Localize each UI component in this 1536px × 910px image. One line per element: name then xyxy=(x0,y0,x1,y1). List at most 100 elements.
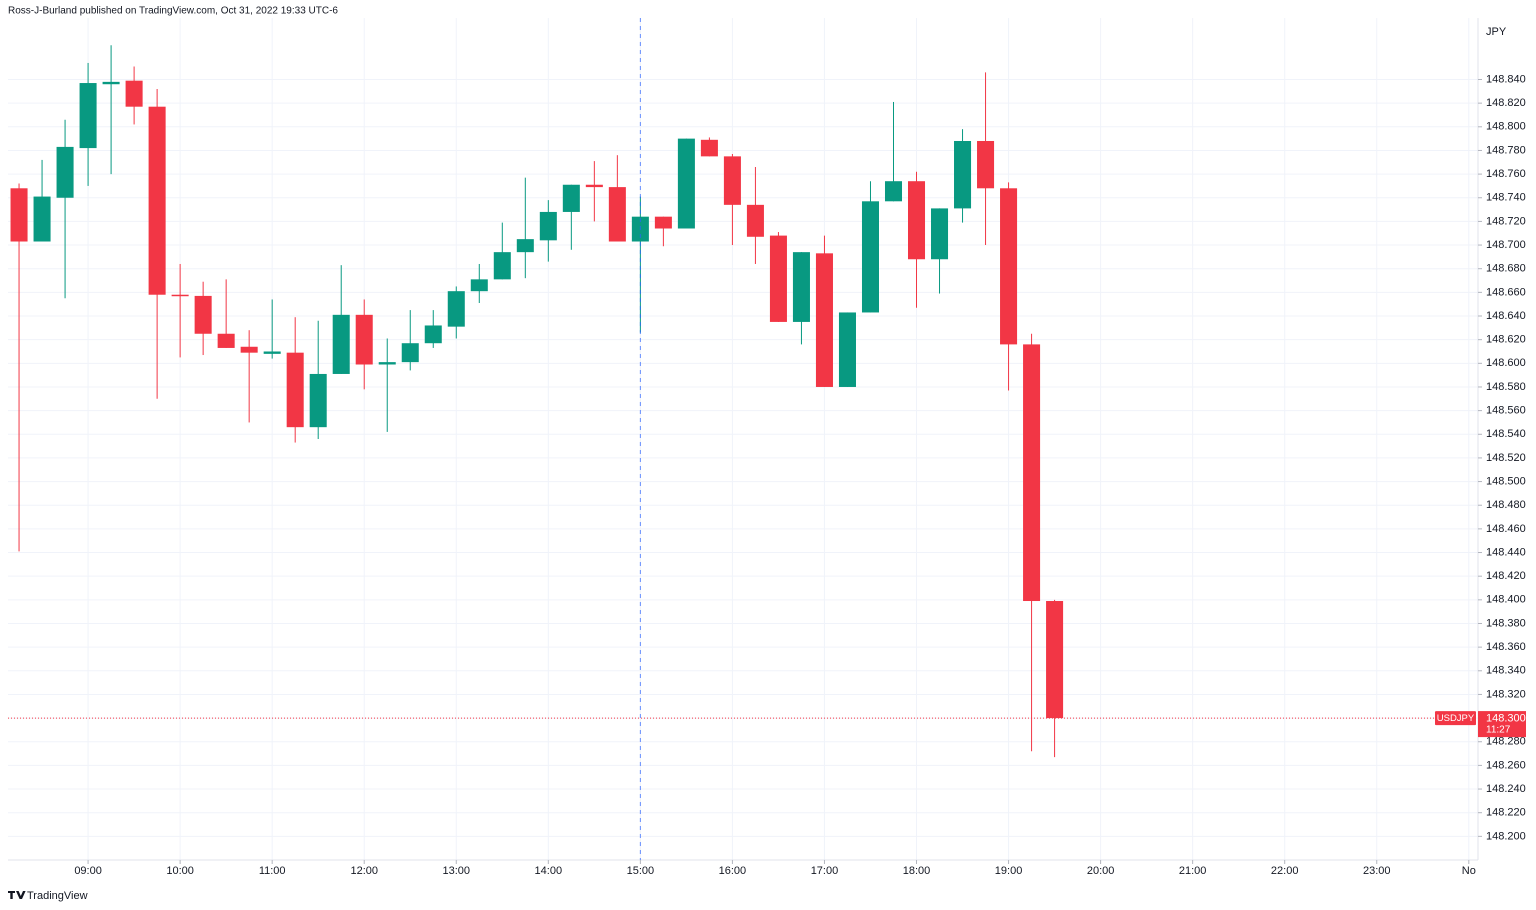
y-tick-label: 148.840 xyxy=(1486,73,1526,85)
x-tick-label: 12:00 xyxy=(350,865,378,877)
candle-body xyxy=(1000,188,1018,345)
y-tick-label: 148.780 xyxy=(1486,144,1526,156)
candle-body xyxy=(608,187,626,242)
candle-body xyxy=(884,181,903,202)
price-tag-bg xyxy=(1478,711,1526,738)
candle-body xyxy=(1023,344,1041,602)
candle-body xyxy=(263,351,281,354)
publisher-header: Ross-J-Burland published on TradingView.… xyxy=(8,6,338,17)
candle-body xyxy=(447,291,465,327)
candle-body xyxy=(10,188,28,242)
currency-label: JPY xyxy=(1486,26,1507,38)
x-tick-label: 21:00 xyxy=(1179,865,1207,877)
y-tick-label: 148.600 xyxy=(1486,357,1526,369)
x-tick-label: 22:00 xyxy=(1271,865,1299,877)
candle-body xyxy=(102,81,120,85)
candle-body xyxy=(125,80,143,107)
candle-body xyxy=(148,106,166,295)
symbol-tag-bg xyxy=(1435,711,1476,726)
candle-body xyxy=(240,346,258,353)
y-tick-label: 148.320 xyxy=(1486,688,1526,700)
candle-body xyxy=(769,235,787,322)
y-tick-label: 148.440 xyxy=(1486,546,1526,558)
candle-body xyxy=(539,211,557,241)
candle-body xyxy=(838,312,856,387)
candle-body xyxy=(585,184,603,188)
candle-body xyxy=(309,373,327,428)
candle-body xyxy=(861,201,880,313)
candle-body xyxy=(1046,601,1064,719)
y-tick-label: 148.720 xyxy=(1486,215,1526,227)
candle-body xyxy=(815,253,833,387)
y-tick-label: 148.240 xyxy=(1486,783,1526,795)
candle-body xyxy=(217,333,235,348)
footer-brand: TradingView xyxy=(27,890,88,902)
x-tick-label: 23:00 xyxy=(1363,865,1391,877)
x-tick-label: 19:00 xyxy=(995,865,1023,877)
candle-body xyxy=(654,216,672,229)
symbol-tag: USDJPY xyxy=(1437,713,1475,724)
y-tick-label: 148.800 xyxy=(1486,121,1526,133)
x-tick-label: No xyxy=(1462,865,1476,877)
y-tick-label: 148.480 xyxy=(1486,499,1526,511)
candle-body xyxy=(79,83,97,149)
y-tick-label: 148.260 xyxy=(1486,759,1526,771)
y-tick-label: 148.580 xyxy=(1486,381,1526,393)
y-tick-label: 148.400 xyxy=(1486,594,1526,606)
y-tick-label: 148.220 xyxy=(1486,807,1526,819)
y-tick-label: 148.420 xyxy=(1486,570,1526,582)
candle-body xyxy=(746,204,764,237)
candle-body xyxy=(723,156,741,205)
y-tick-label: 148.820 xyxy=(1486,97,1526,109)
y-tick-label: 148.520 xyxy=(1486,452,1526,464)
candle-body xyxy=(977,140,995,189)
y-tick-label: 148.460 xyxy=(1486,523,1526,535)
y-tick-label: 148.620 xyxy=(1486,334,1526,346)
y-tick-label: 148.740 xyxy=(1486,192,1526,204)
candle-body xyxy=(907,181,926,260)
y-tick-label: 148.660 xyxy=(1486,286,1526,298)
x-tick-label: 11:00 xyxy=(259,865,286,877)
candle-body xyxy=(700,139,718,157)
candle-body xyxy=(171,294,189,297)
x-tick-label: 16:00 xyxy=(719,865,747,877)
candle-body xyxy=(355,314,373,365)
x-tick-label: 10:00 xyxy=(166,865,194,877)
candle-body xyxy=(792,252,810,322)
candle-body xyxy=(493,252,511,280)
candle-body xyxy=(562,184,580,212)
price-tag: 148.300 xyxy=(1486,712,1526,724)
candle-body xyxy=(332,314,350,374)
y-tick-label: 148.540 xyxy=(1486,428,1526,440)
x-tick-label: 17:00 xyxy=(811,865,839,877)
candle-body xyxy=(516,239,534,253)
candle-body xyxy=(33,196,51,242)
x-tick-label: 09:00 xyxy=(74,865,102,877)
x-tick-label: 18:00 xyxy=(903,865,931,877)
y-tick-label: 148.200 xyxy=(1486,830,1526,842)
y-tick-label: 148.700 xyxy=(1486,239,1526,251)
y-tick-label: 148.760 xyxy=(1486,168,1526,180)
y-tick-label: 148.380 xyxy=(1486,617,1526,629)
y-tick-label: 148.560 xyxy=(1486,405,1526,417)
y-tick-label: 148.680 xyxy=(1486,263,1526,275)
candle-body xyxy=(931,208,949,260)
candle-body xyxy=(378,362,396,365)
y-tick-label: 148.640 xyxy=(1486,310,1526,322)
y-tick-label: 148.340 xyxy=(1486,665,1526,677)
candle-body xyxy=(954,140,972,209)
candle-body xyxy=(677,138,695,229)
x-tick-label: 20:00 xyxy=(1087,865,1115,877)
candle-body xyxy=(194,295,212,334)
y-tick-label: 148.500 xyxy=(1486,475,1526,487)
candle-body xyxy=(470,279,488,292)
countdown-tag: 11:27 xyxy=(1486,725,1511,736)
candles-layer xyxy=(10,45,1064,758)
candle-body xyxy=(286,352,304,428)
candle-body xyxy=(56,146,74,198)
grid-layer xyxy=(8,18,1478,860)
candle-body xyxy=(401,343,419,363)
x-tick-label: 14:00 xyxy=(535,865,563,877)
logo xyxy=(7,891,26,899)
